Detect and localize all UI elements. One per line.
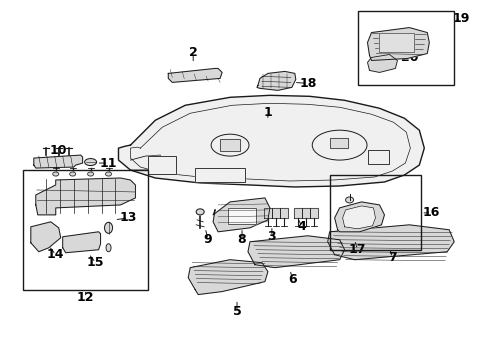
Polygon shape	[256, 71, 295, 90]
Text: 4: 4	[297, 220, 305, 233]
Bar	[148, 156, 176, 174]
Text: 14: 14	[47, 248, 64, 261]
Text: 8: 8	[237, 233, 246, 246]
Text: 5: 5	[232, 305, 241, 318]
Ellipse shape	[69, 172, 76, 176]
Polygon shape	[271, 208, 279, 218]
Polygon shape	[264, 208, 271, 218]
Text: 3: 3	[267, 230, 276, 243]
Polygon shape	[188, 260, 267, 294]
Polygon shape	[301, 208, 309, 218]
Polygon shape	[309, 208, 317, 218]
Ellipse shape	[53, 172, 59, 176]
Ellipse shape	[84, 159, 96, 166]
Polygon shape	[342, 206, 375, 229]
Polygon shape	[367, 28, 428, 60]
Text: 11: 11	[100, 157, 117, 170]
Bar	[23, 170, 148, 289]
Bar	[220, 139, 240, 151]
Polygon shape	[213, 198, 269, 232]
Polygon shape	[168, 68, 222, 82]
Bar	[367, 150, 388, 164]
Text: 18: 18	[299, 77, 316, 90]
Bar	[357, 11, 453, 85]
Text: 7: 7	[387, 251, 396, 264]
Bar	[329, 175, 421, 250]
Bar	[227, 208, 255, 224]
Bar	[329, 138, 347, 148]
Text: 1: 1	[263, 106, 272, 119]
Ellipse shape	[345, 197, 353, 203]
Ellipse shape	[104, 222, 112, 233]
Polygon shape	[62, 232, 101, 253]
Bar	[220, 139, 240, 151]
Text: 17: 17	[348, 243, 366, 256]
Polygon shape	[293, 208, 301, 218]
Text: 9: 9	[203, 233, 212, 246]
Text: 20: 20	[400, 51, 417, 64]
Polygon shape	[327, 225, 453, 260]
Bar	[367, 150, 388, 164]
Polygon shape	[31, 222, 61, 252]
Polygon shape	[36, 178, 135, 215]
Polygon shape	[247, 236, 344, 268]
Polygon shape	[334, 202, 384, 232]
Text: 2: 2	[188, 46, 197, 59]
Bar	[148, 156, 176, 174]
Text: 19: 19	[451, 12, 469, 25]
Bar	[195, 168, 244, 182]
Ellipse shape	[312, 130, 366, 160]
Ellipse shape	[211, 134, 248, 156]
Ellipse shape	[106, 244, 111, 252]
Bar	[379, 32, 413, 53]
Text: 12: 12	[77, 291, 94, 304]
Polygon shape	[34, 155, 82, 168]
Text: 16: 16	[422, 206, 439, 219]
Ellipse shape	[87, 172, 93, 176]
Ellipse shape	[105, 172, 111, 176]
Bar	[329, 138, 347, 148]
Text: 10: 10	[50, 144, 67, 157]
Polygon shape	[279, 208, 287, 218]
Text: 13: 13	[120, 211, 137, 224]
Text: 6: 6	[288, 273, 297, 286]
Ellipse shape	[196, 209, 203, 215]
Bar	[195, 168, 244, 182]
Bar	[227, 208, 255, 224]
Polygon shape	[118, 95, 424, 187]
Text: 15: 15	[87, 256, 104, 269]
Bar	[379, 32, 413, 53]
Polygon shape	[367, 54, 397, 72]
